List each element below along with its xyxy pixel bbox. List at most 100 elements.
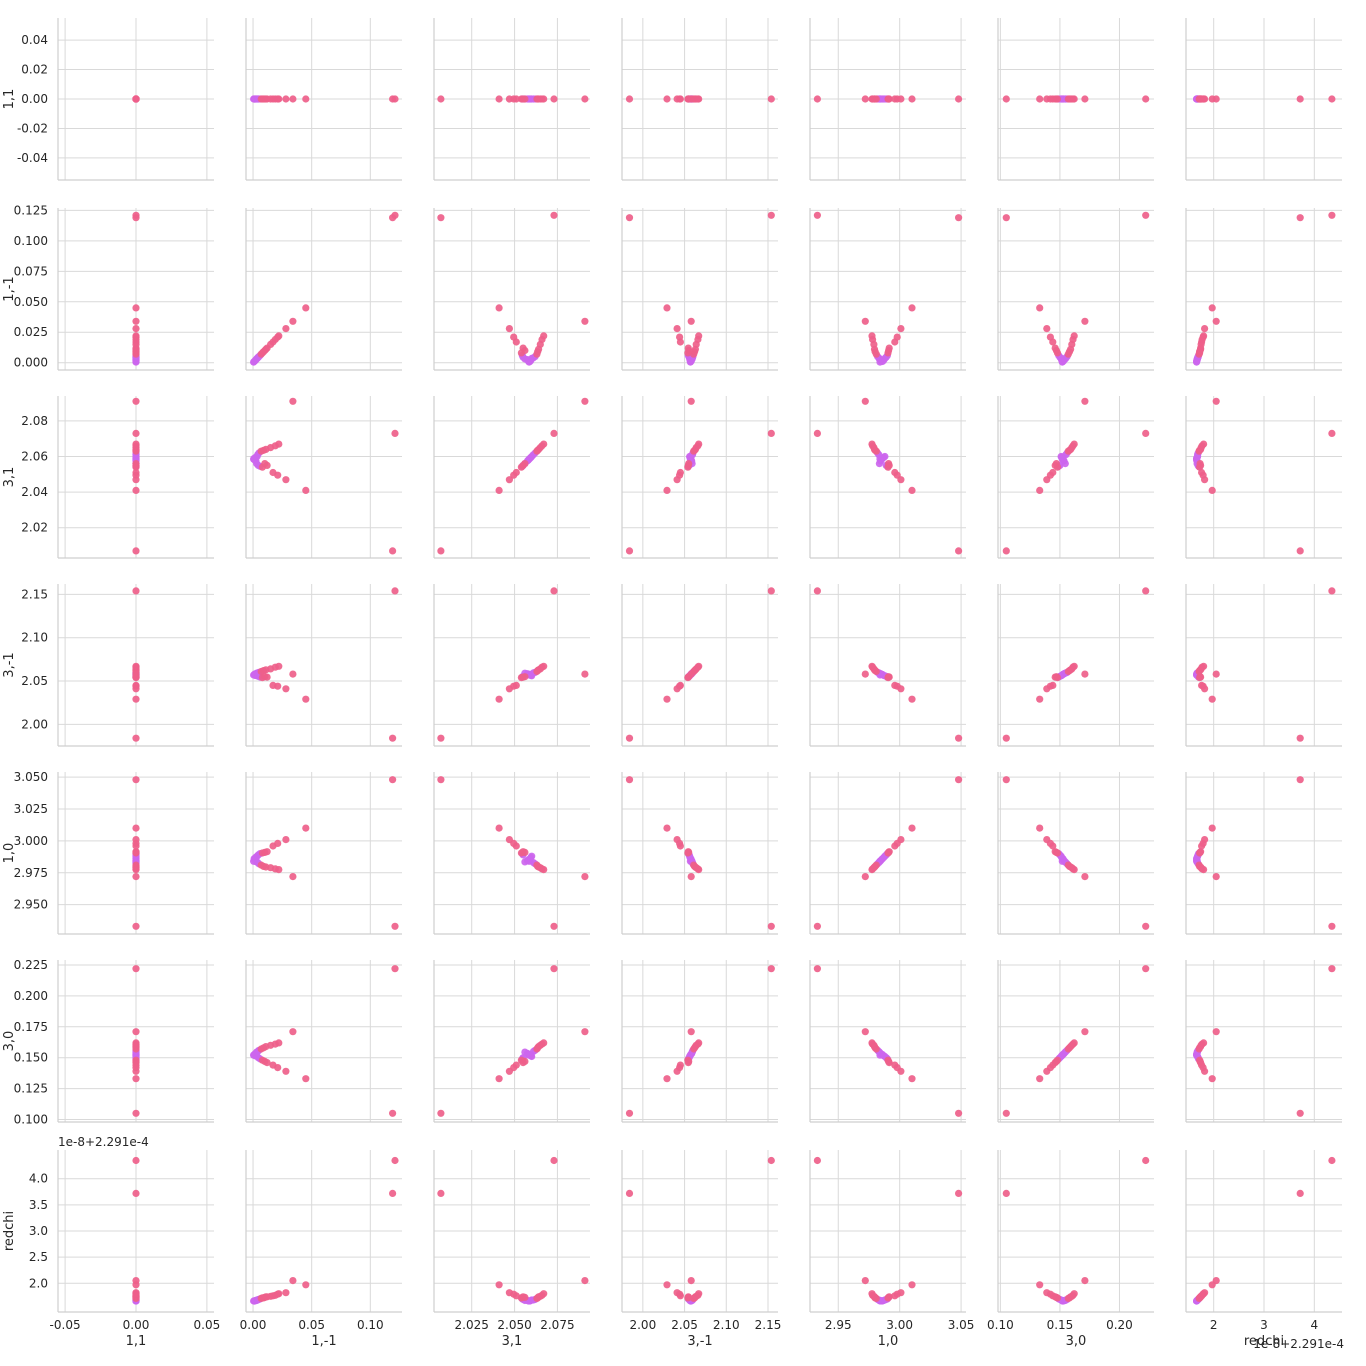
x-axis-label: redchi (1244, 1334, 1284, 1349)
data-point (1328, 211, 1336, 219)
y-tick-label: 2.10 (21, 631, 48, 645)
data-point (274, 471, 282, 479)
data-point (1043, 836, 1051, 844)
y-tick-label: 0.200 (14, 989, 48, 1003)
panel-1-5 (997, 208, 1154, 371)
data-point (581, 670, 589, 678)
data-point (1208, 95, 1216, 103)
data-point (1051, 461, 1059, 469)
data-point (1296, 734, 1304, 742)
data-point (687, 670, 695, 678)
data-point (1002, 1189, 1010, 1197)
data-point (1081, 397, 1089, 405)
data-point (1201, 325, 1209, 333)
data-point (868, 95, 876, 103)
data-point (1208, 824, 1216, 832)
data-point (1328, 965, 1336, 973)
y-tick-label: 0.150 (14, 1051, 48, 1065)
data-point (510, 333, 518, 341)
data-point (282, 1067, 290, 1075)
panel-5-2 (433, 960, 590, 1123)
data-point (132, 1075, 140, 1083)
data-point (1296, 95, 1304, 103)
data-point (861, 873, 869, 881)
data-point (1036, 304, 1044, 312)
data-point (625, 214, 634, 222)
data-point (695, 1039, 703, 1047)
data-point (684, 1293, 692, 1301)
data-point (684, 848, 692, 856)
data-point (1296, 1109, 1304, 1117)
data-point (437, 1189, 445, 1197)
data-point (132, 440, 140, 448)
data-point (897, 685, 905, 693)
data-point (132, 922, 140, 930)
data-point (1043, 476, 1051, 484)
data-point (687, 95, 695, 103)
data-point (289, 1028, 297, 1036)
y-tick-label: 3.0 (29, 1224, 48, 1238)
data-point (868, 866, 876, 874)
data-point (663, 1075, 671, 1083)
panel-6-2: 2.025 2.050 2.075 3,1 (433, 1150, 590, 1349)
panel-6-5: 0.10 0.15 0.20 3,0 (987, 1150, 1154, 1349)
data-point (868, 1039, 876, 1047)
data-point (1197, 461, 1205, 469)
data-point (495, 1281, 503, 1289)
data-point (581, 397, 589, 405)
data-point (132, 734, 140, 742)
data-point (1081, 1277, 1089, 1285)
data-point (625, 547, 634, 555)
y-axis-label: 1,0 (2, 843, 17, 864)
data-point (1200, 1039, 1208, 1047)
data-point (275, 1290, 283, 1298)
data-point (673, 1289, 681, 1297)
data-point (132, 95, 140, 103)
data-point (885, 344, 893, 352)
data-point (955, 214, 963, 222)
data-point (510, 471, 518, 479)
data-point (663, 486, 671, 494)
panel-2-0: 2.02 2.04 2.06 2.08 3,1 (2, 396, 214, 559)
data-point (132, 211, 140, 219)
data-point (282, 685, 290, 693)
panel-1-3 (621, 208, 778, 371)
data-point (1200, 332, 1208, 340)
x-offset-label: 1e-8+2.291e-4 (1253, 1337, 1344, 1351)
x-tick-label: 4 (1311, 1318, 1319, 1332)
data-point (1142, 95, 1150, 103)
data-point (673, 1067, 681, 1075)
data-point (505, 476, 513, 484)
data-point (1036, 1281, 1044, 1289)
data-point (1070, 662, 1078, 670)
data-point (1200, 440, 1208, 448)
x-tick-label: 0.05 (298, 1318, 325, 1332)
data-point (1212, 1028, 1220, 1036)
data-point (813, 95, 822, 103)
x-tick-label: 2.10 (713, 1318, 740, 1332)
data-point (663, 824, 671, 832)
y-tick-label: 0.02 (21, 63, 48, 77)
panel-0-5 (997, 18, 1154, 181)
data-point (897, 325, 905, 333)
y-tick-label: 2.08 (21, 414, 48, 428)
data-point (505, 836, 513, 844)
data-point (1002, 95, 1010, 103)
data-point (132, 1109, 140, 1117)
data-point (389, 547, 397, 555)
panel-6-3: 2.00 2.05 2.10 2.15 3,-1 (621, 1150, 781, 1349)
data-point (495, 695, 503, 703)
data-point (274, 839, 282, 848)
y-tick-label: -0.02 (17, 121, 48, 135)
panel-1-6 (1185, 208, 1342, 371)
data-point (673, 325, 681, 333)
data-point (550, 1156, 558, 1165)
data-point (519, 673, 527, 681)
y-tick-label: 2.15 (21, 587, 48, 601)
data-point (1043, 325, 1051, 333)
data-point (1070, 440, 1078, 448)
data-point (767, 922, 775, 930)
data-point (625, 776, 634, 784)
